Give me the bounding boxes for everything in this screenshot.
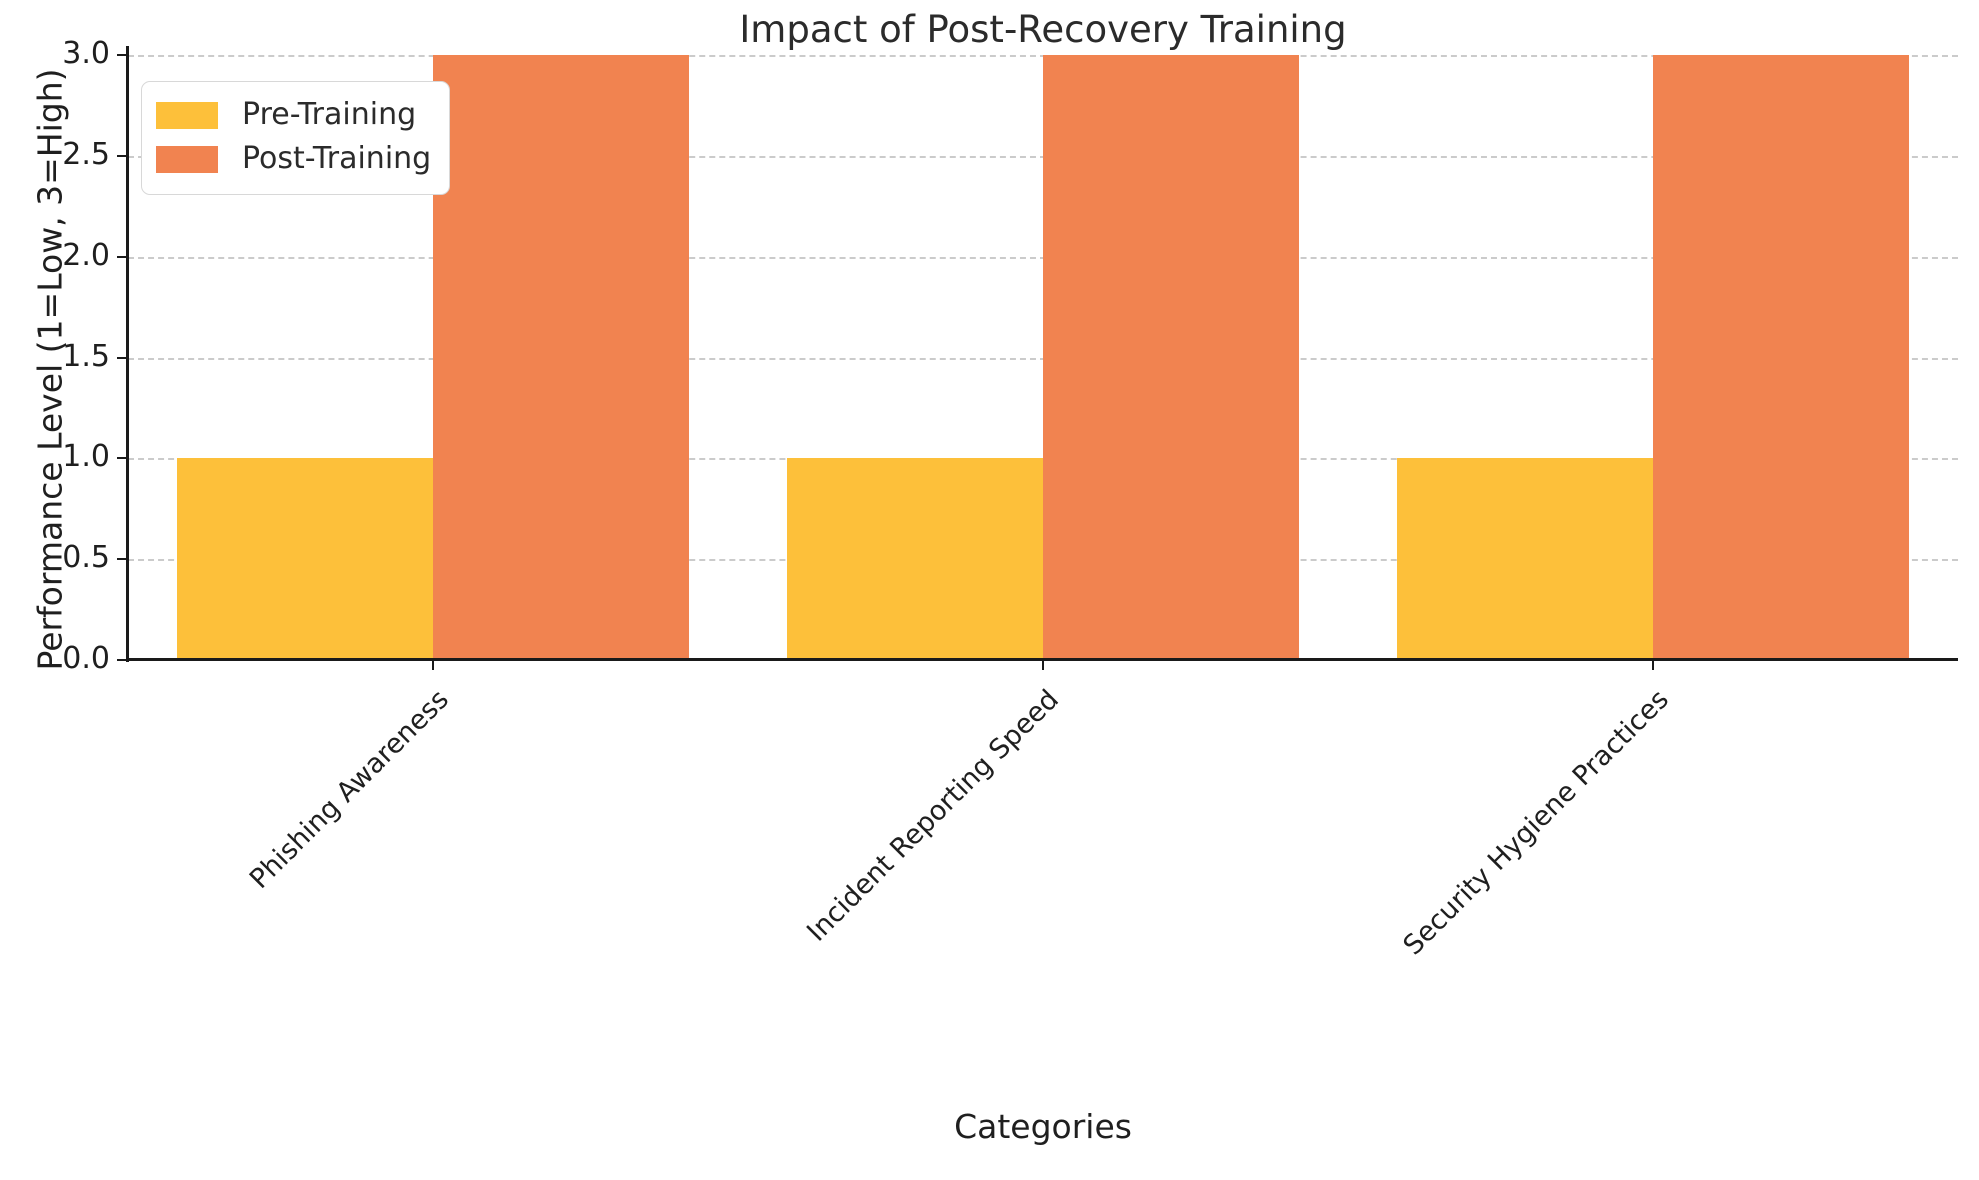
x-tick-mark-2 [1652,661,1654,670]
y-tick-label-2.5: 2.5 [62,136,110,172]
x-tick-label-incident-reporting-speed: Incident Reporting Speed [801,684,1065,948]
y-tick-mark-3.0 [117,54,126,56]
chart-title: Impact of Post-Recovery Training [739,8,1347,51]
y-axis-title: Performance Level (1=Low, 3=High) [30,68,70,671]
legend-item-pre-training[interactable]: Pre-Training [156,93,431,137]
x-axis-spine [126,658,1958,661]
y-tick-mark-1.0 [117,457,126,460]
bar-post-training-0[interactable] [433,55,690,660]
y-tick-mark-0.0 [117,659,126,661]
bar-pre-training-0[interactable] [176,458,433,660]
legend-item-label: Pre-Training [242,97,417,132]
y-tick-label-0.5: 0.5 [62,540,110,576]
y-tick-label-3.0: 3.0 [62,36,110,71]
legend-item-post-training[interactable]: Post-Training [156,137,431,181]
y-tick-label-2.0: 2.0 [62,237,110,273]
plot-area [128,55,1958,660]
y-axis-spine [126,46,129,662]
y-tick-label-0.0: 0.0 [62,641,110,676]
y-tick-mark-2.0 [117,255,126,258]
x-axis-title: Categories [954,1107,1132,1146]
legend-item-label: Post-Training [242,141,432,176]
bar-post-training-1[interactable] [1043,55,1300,660]
y-tick-mark-2.5 [117,154,126,157]
x-tick-label-phishing-awareness: Phishing Awareness [243,684,455,895]
y-tick-mark-1.5 [117,356,126,359]
y-tick-mark-0.5 [117,558,126,561]
x-tick-mark-1 [1042,661,1044,670]
bar-post-training-2[interactable] [1653,55,1910,660]
x-tick-label-security-hygiene-practices: Security Hygiene Practices [1397,684,1675,962]
chart-legend[interactable]: Pre-Training Post-Training [141,81,451,195]
y-tick-label-1.5: 1.5 [62,338,110,374]
bar-pre-training-2[interactable] [1396,458,1653,660]
legend-swatch-icon-1 [156,145,218,173]
bar-pre-training-1[interactable] [786,458,1043,660]
x-tick-mark-0 [432,661,434,670]
y-tick-label-1.0: 1.0 [62,439,110,475]
legend-swatch-icon-0 [156,101,218,129]
